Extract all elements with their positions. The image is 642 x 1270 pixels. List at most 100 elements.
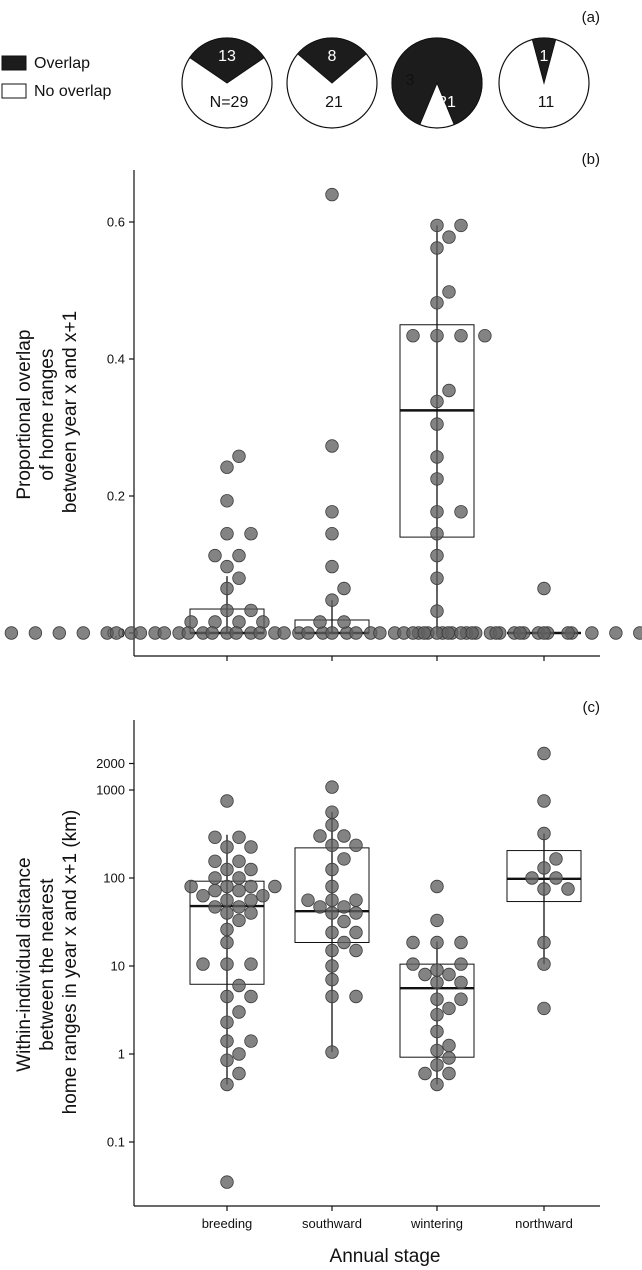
data-point-b-breeding xyxy=(244,527,258,541)
data-point-c-northward xyxy=(549,852,563,866)
data-point-b-southward xyxy=(325,439,339,453)
data-point-c-southward xyxy=(337,914,351,929)
data-point-c-breeding xyxy=(220,893,234,907)
data-point-c-southward xyxy=(325,879,339,894)
data-point-c-breeding xyxy=(196,957,210,971)
data-point-c-southward xyxy=(325,780,339,794)
data-point-b-breeding xyxy=(232,449,246,464)
pie-label-no-overlap-breeding: N=29 xyxy=(210,94,249,111)
data-point-c-northward xyxy=(549,871,563,885)
box-c-northward xyxy=(506,850,582,903)
data-point-c-wintering xyxy=(406,935,420,950)
data-point-c-southward xyxy=(325,1045,339,1059)
data-point-c-breeding xyxy=(232,900,246,914)
data-point-b-breeding xyxy=(184,615,198,629)
data-point-c-breeding xyxy=(220,935,234,950)
data-point-c-northward xyxy=(537,882,551,896)
data-point-b-wintering xyxy=(478,329,492,343)
data-point-c-breeding xyxy=(244,1034,258,1048)
y-tick-label-b: 0.2 xyxy=(107,489,125,504)
data-point-c-northward xyxy=(537,1001,551,1016)
y-tick-label-c: 100 xyxy=(103,871,125,886)
data-point-c-southward xyxy=(337,829,351,843)
data-point-c-southward xyxy=(325,972,339,987)
data-point-b-southward xyxy=(325,593,339,607)
data-point-b-breeding xyxy=(220,559,234,574)
overlap-boxplot: 0.00.20.40.6 xyxy=(4,170,642,661)
data-point-c-wintering xyxy=(442,1066,456,1081)
data-point-b-wintering xyxy=(442,285,456,299)
data-point-b-southward xyxy=(337,581,351,596)
data-point-b-wintering xyxy=(430,241,444,255)
pie-label-overlap-southward: 8 xyxy=(328,48,337,65)
y-axis-label-c-line-2: between the nearest xyxy=(37,878,58,1051)
data-point-c-southward xyxy=(325,943,339,958)
data-point-c-breeding xyxy=(232,1066,246,1081)
data-point-b-breeding xyxy=(220,581,234,596)
data-point-b-breeding xyxy=(208,615,222,629)
data-point-b-wintering xyxy=(430,548,444,563)
data-point-c-wintering xyxy=(418,1066,432,1081)
data-point-c-northward xyxy=(537,794,551,808)
data-point-c-breeding xyxy=(244,906,258,920)
data-point-c-southward xyxy=(301,893,315,907)
y-axis-label-b: Proportional overlap of home ranges betw… xyxy=(14,311,81,513)
pie-slice-overlap-breeding xyxy=(189,37,265,84)
data-point-b-southward xyxy=(325,527,339,541)
y-tick-label-c: 1 xyxy=(118,1047,125,1062)
data-point-c-wintering xyxy=(430,1058,444,1072)
data-point-c-northward xyxy=(537,935,551,950)
data-point-c-breeding xyxy=(244,893,258,907)
data-point-c-northward xyxy=(537,861,551,875)
data-point-b-breeding xyxy=(28,626,43,640)
data-point-b-wintering xyxy=(430,417,444,431)
data-point-b-southward xyxy=(325,559,339,574)
data-point-b-wintering xyxy=(454,218,468,233)
data-point-c-breeding xyxy=(220,922,234,937)
data-point-c-southward xyxy=(349,906,363,920)
data-point-b-northward xyxy=(465,626,479,640)
data-point-b-wintering xyxy=(430,218,444,233)
y-axis-label-c-line-3: home ranges in year x and x+1 (km) xyxy=(60,810,81,1115)
data-point-c-breeding xyxy=(220,1034,234,1048)
data-point-c-southward xyxy=(349,838,363,853)
data-point-b-southward xyxy=(181,626,196,640)
legend-label-no-overlap: No overlap xyxy=(34,83,111,100)
data-point-c-wintering xyxy=(442,1038,456,1053)
data-point-b-breeding xyxy=(244,603,258,618)
data-point-c-breeding xyxy=(232,871,246,885)
data-point-c-breeding xyxy=(232,854,246,869)
data-point-c-breeding xyxy=(220,840,234,854)
data-point-c-breeding xyxy=(244,840,258,854)
pie-label-no-overlap-wintering: 3 xyxy=(406,72,415,89)
data-point-c-breeding xyxy=(220,879,234,894)
data-point-b-wintering xyxy=(430,505,444,519)
data-point-c-wintering xyxy=(430,975,444,990)
data-point-b-northward xyxy=(513,626,527,640)
data-point-c-wintering xyxy=(454,975,468,990)
data-point-b-wintering xyxy=(442,230,456,244)
data-point-b-breeding xyxy=(232,615,246,629)
data-point-b-northward xyxy=(489,626,503,640)
data-point-b-southward xyxy=(229,626,243,640)
data-point-b-northward xyxy=(633,626,642,640)
data-point-c-breeding xyxy=(220,989,234,1004)
data-point-b-wintering xyxy=(442,383,456,398)
data-point-c-southward xyxy=(325,805,339,819)
x-tick-label-southward: southward xyxy=(302,1216,362,1231)
x-axis-label: Annual stage xyxy=(330,1246,441,1267)
data-point-b-southward xyxy=(325,626,339,640)
data-point-c-breeding xyxy=(184,879,198,894)
legend-label-overlap: Overlap xyxy=(34,55,90,72)
pie-label-overlap-breeding: 13 xyxy=(218,48,236,65)
y-axis-label-c-line-1: Within-individual distance xyxy=(14,857,35,1071)
data-point-c-wintering xyxy=(454,935,468,950)
data-point-c-breeding xyxy=(208,871,222,885)
data-point-c-wintering xyxy=(430,1024,444,1039)
data-point-c-wintering xyxy=(430,963,444,977)
data-point-c-wintering xyxy=(454,992,468,1006)
data-point-c-wintering xyxy=(406,957,420,971)
data-point-c-wintering xyxy=(418,967,432,982)
data-point-c-breeding xyxy=(220,906,234,920)
